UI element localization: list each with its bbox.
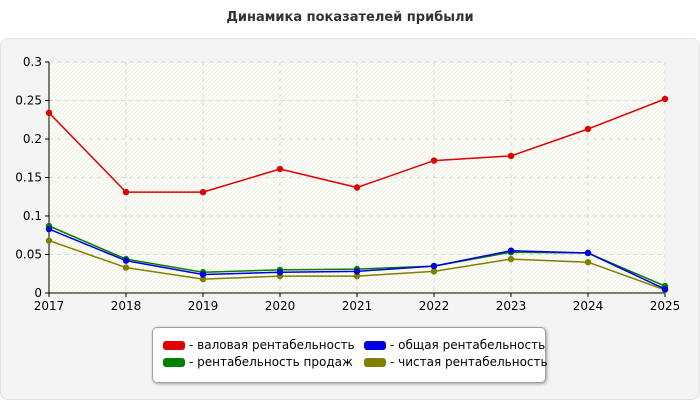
data-point-0	[276, 165, 284, 173]
data-point-2	[430, 262, 438, 270]
chart-legend: - валовая рентабельность - общая рентабе…	[152, 327, 548, 383]
y-tick-label: 0.1	[23, 209, 42, 223]
data-point-2	[122, 257, 130, 264]
data-point-0	[584, 125, 592, 133]
data-point-3	[199, 275, 207, 283]
y-tick-label: 0	[34, 286, 42, 300]
chart-title: Динамика показателей прибыли	[226, 10, 474, 25]
data-point-0	[430, 157, 438, 164]
legend-item-sales-margin: - рентабельность продаж	[163, 354, 353, 370]
x-tick-label: 2020	[265, 299, 296, 313]
data-point-2	[45, 225, 53, 233]
data-point-3	[507, 255, 515, 263]
series-lines	[45, 95, 669, 294]
legend-item-overall-margin: - общая рентабельность	[364, 337, 545, 353]
data-point-2	[199, 271, 207, 278]
x-tick-label: 2023	[496, 299, 527, 313]
x-tick-label: 2022	[419, 299, 450, 313]
legend-swatch-sales-margin	[163, 357, 185, 367]
y-tick-label: 0.05	[15, 248, 42, 262]
data-point-2	[276, 269, 284, 276]
legend-label-sales-margin: - рентабельность продаж	[189, 355, 353, 369]
legend-swatch-overall-margin	[364, 340, 386, 350]
legend-swatch-net-margin	[364, 357, 386, 367]
data-point-3	[122, 264, 130, 271]
y-tick-label: 0.2	[23, 132, 42, 146]
legend-item-net-margin: - чистая рентабельность	[364, 354, 548, 370]
legend-swatch-gross-margin	[163, 340, 185, 350]
data-point-3	[45, 237, 53, 244]
data-point-2	[353, 268, 361, 275]
data-point-3	[353, 272, 361, 280]
data-point-0	[353, 184, 361, 191]
data-point-0	[507, 152, 515, 160]
y-tick-label: 0.25	[15, 94, 42, 108]
legend-item-gross-margin: - валовая рентабельность	[163, 337, 355, 353]
data-point-2	[507, 247, 515, 254]
legend-label-overall-margin: - общая рентабельность	[390, 338, 546, 352]
x-tick-label: 2021	[342, 299, 373, 313]
data-point-2	[584, 249, 592, 257]
data-point-3	[430, 268, 438, 275]
data-point-2	[661, 285, 669, 293]
x-tick-label: 2019	[188, 299, 219, 313]
x-tick-label: 2024	[573, 299, 604, 313]
y-tick-labels: 0 0.05 0.1 0.15 0.2 0.25 0.3	[15, 55, 49, 300]
x-tick-label: 2017	[34, 299, 65, 313]
y-tick-label: 0.15	[15, 171, 42, 185]
x-tick-label: 2025	[650, 299, 681, 313]
x-tick-labels: 2017 2018 2019 2020 2021 2022 2023 2024 2025	[34, 293, 681, 313]
data-point-3	[584, 259, 592, 266]
data-point-0	[199, 188, 207, 196]
legend-label-net-margin: - чистая рентабельность	[390, 355, 548, 369]
data-point-0	[122, 188, 130, 196]
data-point-0	[661, 95, 669, 103]
legend-label-gross-margin: - валовая рентабельность	[189, 338, 355, 352]
x-tick-label: 2018	[111, 299, 142, 313]
y-tick-label: 0.3	[23, 55, 42, 69]
data-point-0	[45, 109, 53, 117]
